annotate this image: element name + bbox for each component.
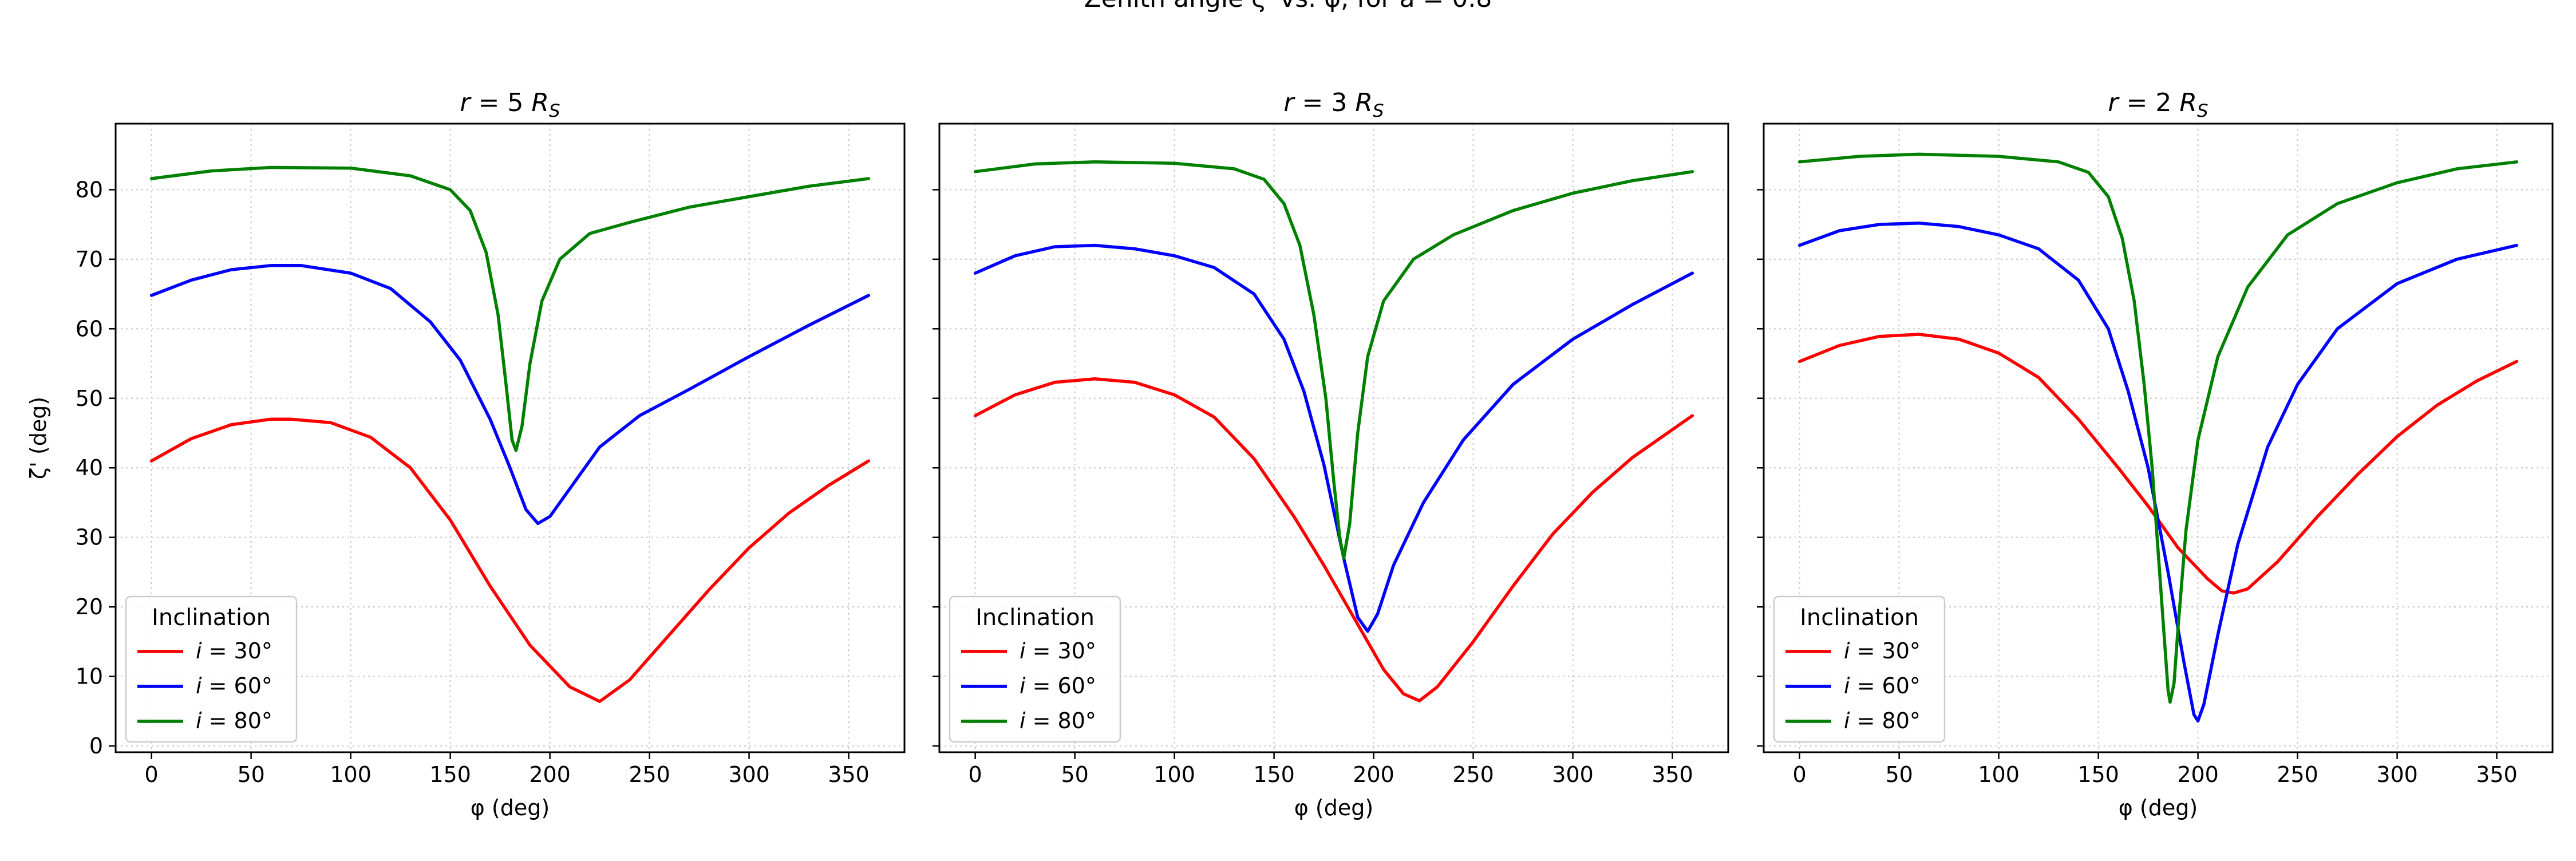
panel-2-xtick-label: 300 — [1552, 762, 1594, 787]
panel-1-series-2 — [149, 264, 871, 526]
panel-1-ytick-label: 40 — [76, 455, 103, 480]
panel-2-series-2 — [973, 243, 1694, 633]
panel-2-series-1 — [973, 377, 1694, 702]
panel-1-title: r = 5 RS — [460, 88, 560, 121]
panel-1-ylabel: ζ' (deg) — [26, 397, 51, 479]
panel-2-xtick-label: 0 — [969, 762, 982, 787]
panel-3-legend-label-3: i = 80° — [1844, 708, 1921, 733]
panel-1-ytick-label: 0 — [89, 733, 103, 759]
panel-2-series-3 — [973, 160, 1694, 560]
panel-3-legend-box — [1773, 595, 1946, 743]
panel-3-series-1 — [1797, 333, 2519, 595]
panel-3-legend-label-2: i = 60° — [1844, 673, 1921, 698]
panel-1-legend-label-1: i = 30° — [196, 638, 272, 663]
panel-1-xtick-label: 200 — [529, 762, 571, 787]
panel-3-legend-title: Inclination — [1800, 605, 1919, 631]
panel-2-legend-box — [949, 595, 1121, 743]
panel-1-ytick-label: 80 — [76, 177, 103, 202]
panel-2-xtick-label: 250 — [1452, 762, 1494, 787]
panel-2-xtick-label: 150 — [1253, 762, 1295, 787]
panel-1-frame — [114, 123, 906, 753]
panel-3-xtick-label: 250 — [2277, 762, 2318, 787]
panel-2-xtick-label: 200 — [1353, 762, 1394, 787]
panel-3-legend-label-1: i = 30° — [1844, 638, 1921, 663]
panel-3-series-2 — [1797, 221, 2519, 723]
panel-3-xlabel: φ (deg) — [2119, 795, 2198, 820]
panel-1-xtick-label: 300 — [728, 762, 770, 787]
panel-1-ytick-label: 60 — [76, 316, 103, 341]
panel-1-ytick-label: 10 — [76, 664, 103, 689]
panel-3-series-3 — [1797, 152, 2519, 704]
panel-2-xtick-label: 100 — [1153, 762, 1195, 787]
panel-3-xtick-label: 50 — [1885, 762, 1913, 787]
panel-1-xtick-label: 150 — [429, 762, 471, 787]
panel-2-xtick-label: 350 — [1652, 762, 1693, 787]
panel-1-xtick-label: 350 — [828, 762, 870, 787]
panel-1-ytick-label: 50 — [76, 386, 103, 411]
panel-1-series-1 — [149, 417, 871, 704]
panel-1-legend-title: Inclination — [152, 605, 271, 631]
panel-3-xtick-label: 200 — [2177, 762, 2219, 787]
panel-3-xtick-label: 350 — [2476, 762, 2518, 787]
panel-1-legend-label-3: i = 80° — [196, 708, 272, 733]
panel-1-xlabel: φ (deg) — [471, 795, 550, 820]
panel-2-xtick-label: 50 — [1061, 762, 1088, 787]
panel-1-xtick-label: 50 — [237, 762, 264, 787]
panel-3-xtick-label: 100 — [1978, 762, 2020, 787]
panel-2-frame — [938, 123, 1729, 753]
panel-2-legend-label-2: i = 60° — [1020, 673, 1096, 698]
panel-2-title: r = 3 RS — [1283, 88, 1384, 121]
panel-3-frame — [1763, 123, 2554, 753]
panel-1-legend-box — [125, 595, 298, 743]
panel-2-xlabel: φ (deg) — [1294, 795, 1373, 820]
panel-1-series-3 — [149, 165, 871, 452]
panel-3-title: r = 2 RS — [2108, 88, 2208, 121]
panel-1-xtick-label: 250 — [629, 762, 670, 787]
panel-2-legend-title: Inclination — [975, 605, 1095, 631]
panel-1-ytick-label: 70 — [76, 247, 103, 272]
panel-1-legend-label-2: i = 60° — [196, 673, 272, 698]
figure-suptitle: Zenith angle ζ' vs. φ, for a = 0.8 — [0, 0, 2576, 13]
panel-3-xtick-label: 0 — [1793, 762, 1807, 787]
panel-2-legend-label-1: i = 30° — [1020, 638, 1096, 663]
panel-2-legend-label-3: i = 80° — [1020, 708, 1096, 733]
panel-3-xtick-label: 150 — [2077, 762, 2119, 787]
panel-1-xtick-label: 100 — [330, 762, 372, 787]
panel-1-xtick-label: 0 — [145, 762, 159, 787]
panel-1-ytick-label: 30 — [76, 525, 103, 550]
panel-1-ytick-label: 20 — [76, 594, 103, 619]
panel-3-xtick-label: 300 — [2376, 762, 2418, 787]
